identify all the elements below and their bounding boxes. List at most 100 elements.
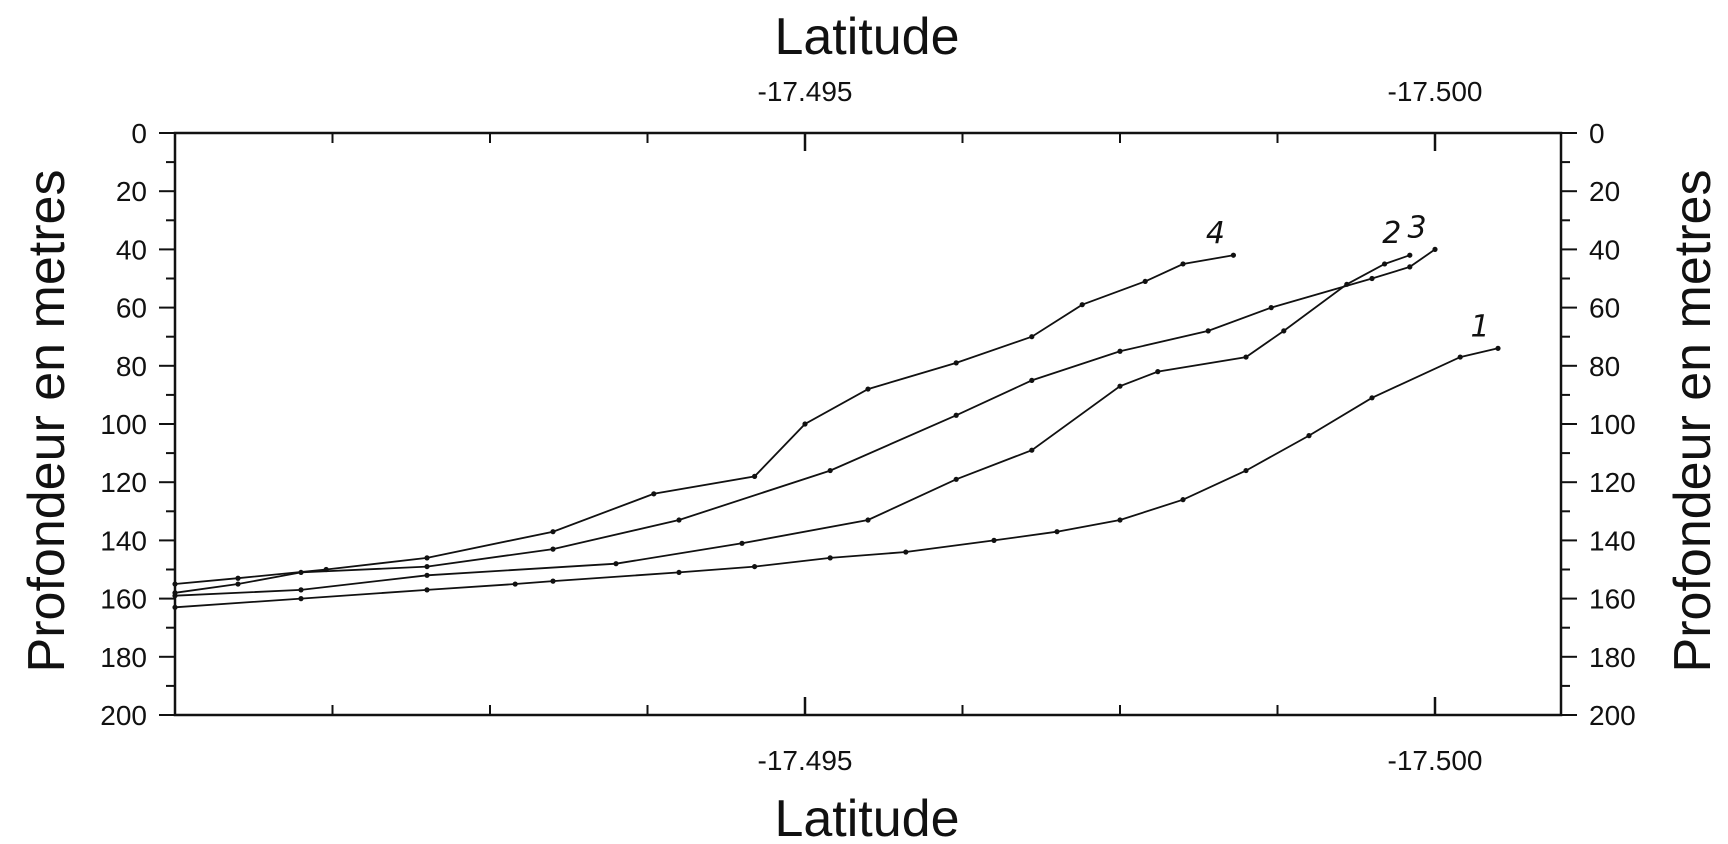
series-point-2 <box>1117 383 1123 389</box>
series-label-2: 2 <box>1382 216 1401 251</box>
series-point-4 <box>1079 302 1085 308</box>
series-point-1 <box>1243 467 1249 474</box>
x-tick-label-top: -17.495 <box>758 76 853 107</box>
axis-ticks: -17.495 -17.495 -17.500 -17.500 0 0 20 20 40 40 60… <box>100 76 1635 776</box>
y-tick-label-left: 40 <box>116 234 147 265</box>
series-point-2 <box>1155 369 1161 375</box>
x-tick-label-top: -17.500 <box>1388 76 1483 107</box>
series-point-4 <box>172 581 178 587</box>
series-point-1 <box>991 537 997 544</box>
series-point-1 <box>752 563 758 570</box>
y-tick-label-left: 180 <box>100 642 147 673</box>
y-tick-label-right: 20 <box>1589 176 1620 207</box>
series-point-4 <box>1029 334 1035 340</box>
series-point-3 <box>953 412 959 418</box>
series-point-4 <box>752 473 758 479</box>
series-line-1 <box>174 347 1499 609</box>
series-point-1 <box>172 604 178 610</box>
y-tick-label-left: 20 <box>116 176 147 207</box>
y-tick-label-right: 40 <box>1589 234 1620 265</box>
series-point-2 <box>613 561 619 567</box>
series-point-2 <box>1407 252 1413 258</box>
series-point-3 <box>1029 377 1035 383</box>
series-point-3 <box>235 581 241 587</box>
y-tick-label-right: 120 <box>1589 467 1636 498</box>
y-tick-label-left: 140 <box>100 525 147 556</box>
series-point-1 <box>827 555 833 561</box>
series-point-1 <box>1306 433 1312 439</box>
series-point-4 <box>651 491 657 497</box>
series-point-3 <box>676 517 682 523</box>
series-point-1 <box>676 569 682 576</box>
y-tick-label-right: 200 <box>1589 700 1636 731</box>
x-tick-label-bottom: -17.495 <box>758 745 853 776</box>
series-point-2 <box>1243 354 1249 360</box>
series-point-3 <box>1432 246 1438 252</box>
series-point-3 <box>172 590 178 596</box>
y-tick-label-left: 120 <box>100 467 147 498</box>
series-point-2 <box>739 540 745 546</box>
series-point-3 <box>827 467 833 474</box>
series-layer: 1 2 3 4 <box>172 210 1501 610</box>
y-tick-label-right: 140 <box>1589 525 1636 556</box>
y-tick-label-right: 160 <box>1589 584 1636 615</box>
series-point-1 <box>1180 497 1186 503</box>
series-point-4 <box>802 421 808 427</box>
series-point-1 <box>1369 395 1375 401</box>
x-tick-label-bottom: -17.500 <box>1388 745 1483 776</box>
series-point-1 <box>1117 517 1123 523</box>
series-point-2 <box>298 587 304 593</box>
y-axis-title-right: Profondeur en metres <box>1664 170 1722 673</box>
y-tick-label-left: 0 <box>131 118 147 149</box>
series-point-1 <box>1495 345 1501 351</box>
series-point-2 <box>424 572 430 578</box>
series-line-2 <box>174 254 1411 597</box>
series-point-1 <box>1457 354 1463 360</box>
y-tick-label-left: 80 <box>116 351 147 382</box>
series-point-2 <box>865 517 871 523</box>
series-point-3 <box>1407 264 1413 270</box>
series-point-3 <box>1205 328 1211 334</box>
series-point-4 <box>424 555 430 561</box>
series-point-1 <box>1054 529 1060 535</box>
y-tick-label-left: 100 <box>100 409 147 440</box>
series-point-4 <box>865 386 871 392</box>
series-point-1 <box>298 596 304 602</box>
series-label-3: 3 <box>1407 210 1426 245</box>
series-point-3 <box>550 546 556 552</box>
series-point-3 <box>1268 305 1274 311</box>
series-point-4 <box>323 566 329 573</box>
y-tick-label-right: 100 <box>1589 409 1636 440</box>
series-label-4: 4 <box>1206 216 1225 251</box>
series-point-1 <box>424 587 430 593</box>
series-point-2 <box>953 476 959 482</box>
series-point-3 <box>424 563 430 570</box>
series-point-4 <box>235 575 241 581</box>
y-tick-label-left: 60 <box>116 293 147 324</box>
series-point-3 <box>1369 275 1375 282</box>
series-point-1 <box>550 578 556 584</box>
plot-frame <box>173 131 1563 717</box>
series-point-1 <box>903 549 909 555</box>
y-tick-label-right: 0 <box>1589 118 1605 149</box>
y-tick-label-right: 80 <box>1589 351 1620 382</box>
y-tick-label-right: 60 <box>1589 293 1620 324</box>
series-point-2 <box>1281 328 1287 334</box>
y-tick-label-left: 200 <box>100 700 147 731</box>
series-label-1: 1 <box>1470 309 1489 344</box>
x-axis-title-top: Latitude <box>774 8 959 66</box>
series-point-4 <box>1230 252 1236 258</box>
y-axis-title-left: Profondeur en metres <box>18 170 76 673</box>
series-point-4 <box>1180 261 1186 267</box>
y-tick-label-left: 160 <box>100 584 147 615</box>
series-point-2 <box>1382 261 1388 267</box>
series-point-4 <box>953 360 959 366</box>
series-point-1 <box>512 581 518 587</box>
series-point-4 <box>1142 278 1148 285</box>
series-line-3 <box>174 248 1436 594</box>
y-tick-label-right: 180 <box>1589 642 1636 673</box>
x-axis-title-bottom: Latitude <box>774 790 959 844</box>
series-point-4 <box>550 529 556 535</box>
series-point-2 <box>1029 447 1035 453</box>
